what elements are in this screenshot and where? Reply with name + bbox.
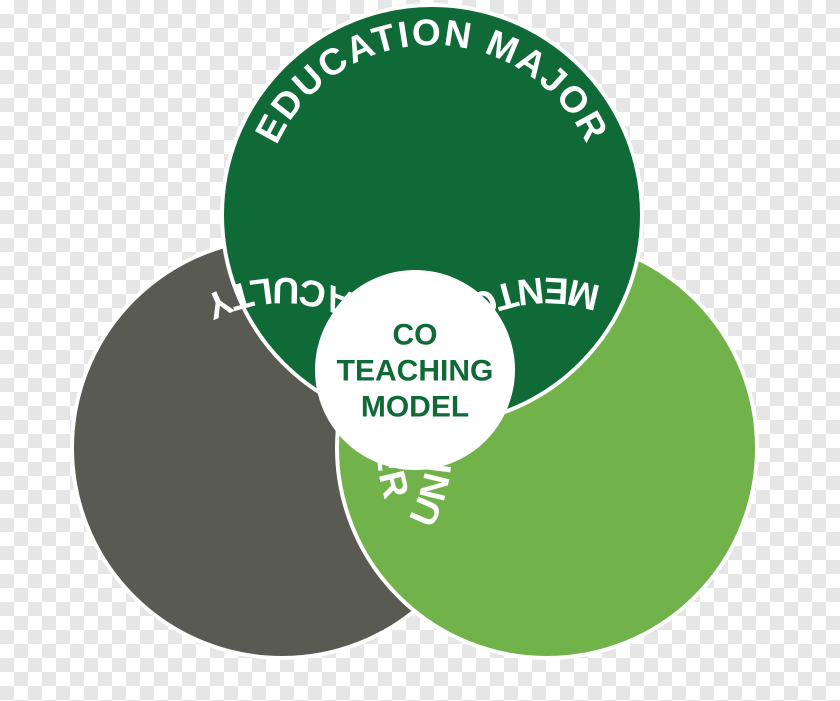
center-label-line-2: TEACHING [337,355,494,388]
checker-background: EDUCATION MAJOR UNIVERSITY FACULTY MENTO… [0,0,840,701]
venn-diagram: EDUCATION MAJOR UNIVERSITY FACULTY MENTO… [0,0,840,701]
center-label-line-1: CO [393,319,438,352]
center-label-line-3: MODEL [361,391,469,424]
